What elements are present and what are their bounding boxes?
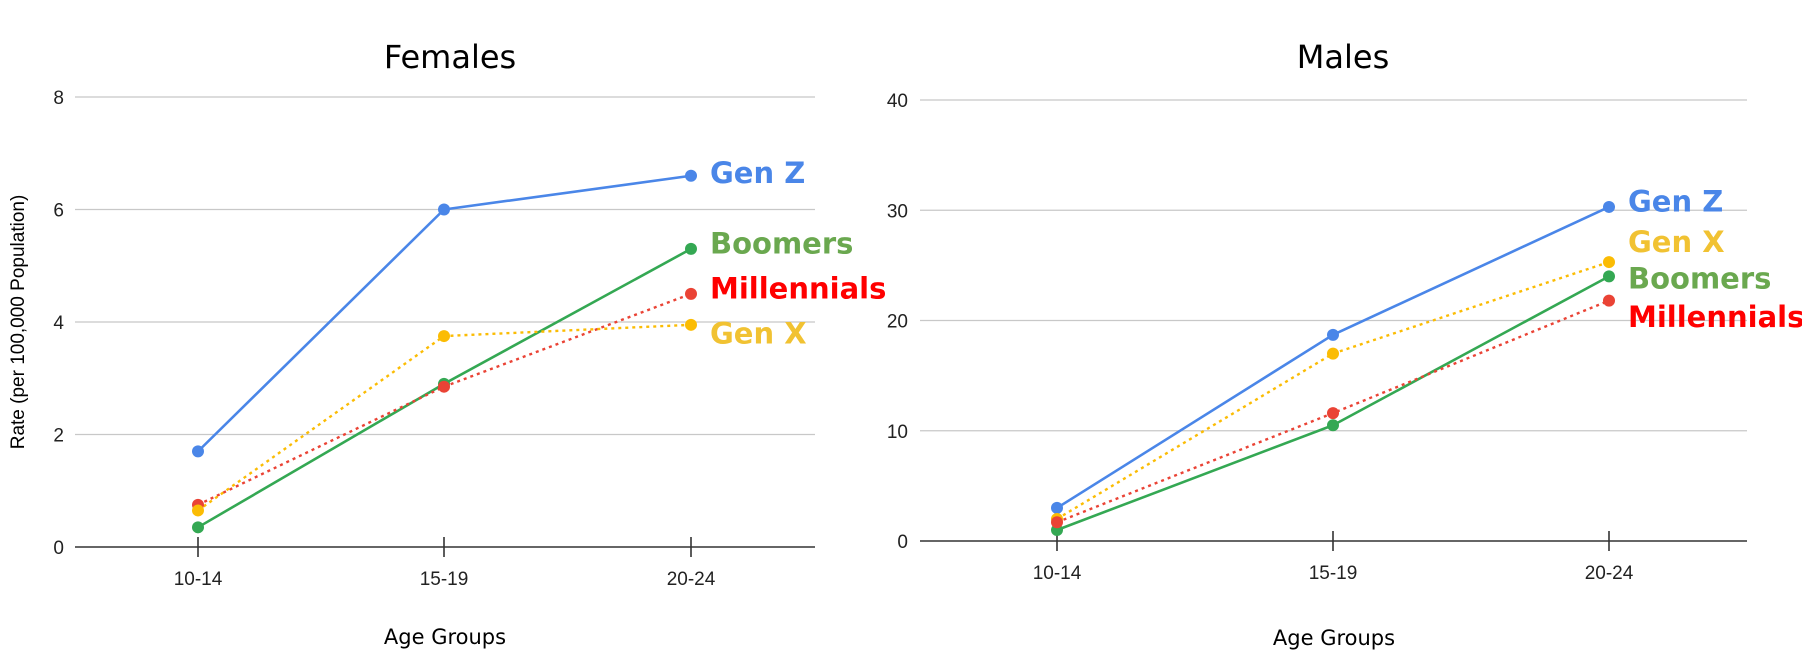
males-data-point-gen-x	[1327, 347, 1339, 360]
males-data-point-gen-z	[1051, 501, 1063, 514]
females-series-label-boomers: Boomers	[710, 226, 853, 260]
chart-males: 0 10 20 30 40 10-14 15-19 20-24 Males Age Groups G…	[887, 38, 1802, 650]
females-data-point-gen-x	[685, 318, 697, 331]
females-data-point-gen-x	[192, 504, 204, 517]
females-data-point-millennials	[438, 380, 450, 393]
males-series-label-gen-x: Gen X	[1628, 225, 1725, 259]
males-series-line-gen-x	[1056, 260, 1610, 520]
females-y-tick-label: 2	[53, 426, 64, 447]
females-x-tick-label: 20-24	[667, 569, 716, 590]
females-series-line-gen-x	[197, 323, 692, 512]
females-series-label-gen-x: Gen X	[710, 316, 807, 350]
males-y-tick-label: 20	[887, 312, 908, 333]
females-x-tick-label: 10-14	[174, 569, 223, 590]
males-y-tick-label: 10	[887, 422, 908, 443]
females-chart-title: Females	[384, 38, 516, 76]
females-series-label-gen-z: Gen Z	[710, 156, 805, 190]
males-series-label-millennials: Millennials	[1628, 300, 1802, 334]
males-x-axis-title: Age Groups	[1273, 626, 1395, 650]
males-data-point-millennials	[1051, 516, 1063, 529]
males-data-point-boomers	[1327, 419, 1339, 432]
females-data-point-millennials	[685, 287, 697, 300]
females-data-point-boomers	[192, 521, 204, 534]
females-data-point-gen-z	[438, 203, 450, 216]
males-y-tick-label: 40	[887, 91, 908, 112]
females-y-tick-label: 0	[53, 538, 64, 559]
females-data-point-gen-z	[685, 169, 697, 182]
males-data-point-millennials	[1327, 407, 1339, 420]
males-series-line-boomers	[1056, 275, 1610, 532]
males-series-label-gen-z: Gen Z	[1628, 184, 1723, 218]
females-x-axis-title: Age Groups	[384, 625, 506, 649]
males-data-point-boomers	[1603, 270, 1615, 283]
males-y-tick-label: 0	[897, 532, 908, 553]
females-y-tick-label: 4	[53, 313, 64, 334]
females-data-point-gen-z	[192, 445, 204, 458]
males-series-label-boomers: Boomers	[1628, 262, 1771, 296]
males-x-tick-label: 10-14	[1033, 563, 1082, 584]
females-series-label-millennials: Millennials	[710, 271, 886, 305]
males-data-point-millennials	[1603, 294, 1615, 307]
females-x-tick-label: 15-19	[420, 569, 469, 590]
females-data-point-boomers	[685, 242, 697, 255]
males-data-point-gen-z	[1603, 200, 1615, 213]
chart-females: 0 2 4 6 8 10-14 15-19 20-24 Females Age Groups Rat…	[8, 38, 886, 649]
females-series-line-gen-z	[197, 174, 692, 453]
females-series-line-millennials	[197, 292, 692, 506]
females-data-point-gen-x	[438, 330, 450, 343]
females-y-axis-title: Rate (per 100,000 Population)	[8, 195, 29, 450]
females-y-tick-label: 6	[53, 201, 64, 222]
males-x-tick-label: 20-24	[1585, 563, 1634, 584]
males-data-point-gen-z	[1327, 328, 1339, 341]
males-y-tick-label: 30	[887, 201, 908, 222]
males-data-point-gen-x	[1603, 256, 1615, 269]
females-y-tick-label: 8	[53, 88, 64, 109]
males-x-tick-label: 15-19	[1309, 563, 1358, 584]
males-chart-title: Males	[1297, 38, 1389, 76]
